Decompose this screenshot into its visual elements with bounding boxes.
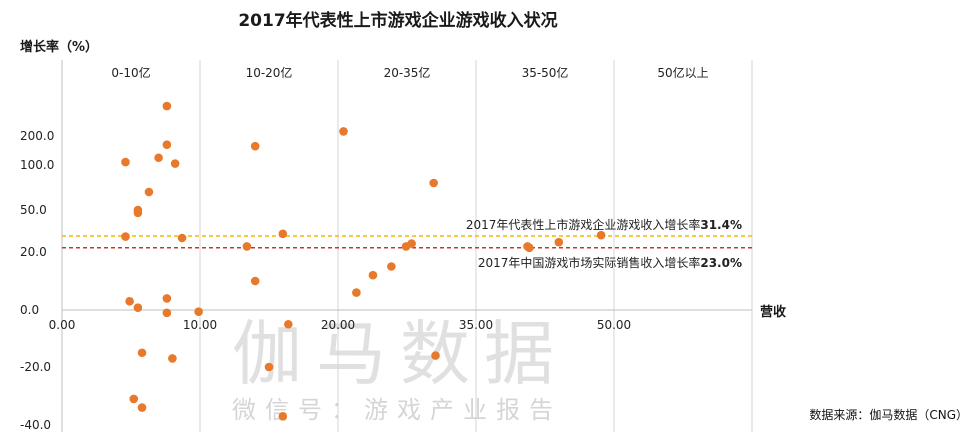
chart-title: 2017年代表性上市游戏企业游戏收入状况 [238, 10, 557, 31]
data-point [125, 297, 134, 306]
data-point [407, 239, 416, 248]
band-label: 20-35亿 [384, 65, 431, 80]
data-point [264, 362, 274, 372]
data-point [284, 319, 293, 329]
data-point [162, 140, 172, 149]
x-tick-label: 10.00 [183, 318, 217, 332]
x-tick-label: 50.00 [597, 318, 631, 332]
y-tick-labels: 200.0 100.0 50.0 20.0 0.0 -20.0 -40.0 [20, 129, 54, 432]
band-label: 35-50亿 [522, 65, 569, 80]
band-dividers [199, 60, 753, 432]
data-point [129, 394, 139, 404]
data-point [250, 141, 260, 151]
y-tick-label: 20.0 [20, 245, 47, 259]
y-tick-label: 100.0 [20, 158, 54, 172]
data-point [177, 233, 187, 243]
y-axis-title: 增长率（%） [20, 39, 98, 55]
data-point [596, 230, 606, 240]
data-point [162, 294, 172, 303]
x-axis-title: 营收 [760, 304, 787, 320]
data-point [250, 276, 260, 286]
data-point [278, 412, 288, 421]
data-point [352, 288, 361, 297]
data-point [554, 237, 564, 247]
data-point [121, 157, 130, 167]
y-tick-label: -20.0 [20, 360, 51, 374]
data-point [137, 403, 147, 412]
y-tick-label: 200.0 [20, 129, 54, 143]
data-point [137, 348, 147, 358]
data-point [162, 308, 172, 318]
y-tick-label: 50.0 [20, 203, 47, 217]
x-tick-label: 35.00 [459, 318, 493, 332]
data-point [525, 243, 534, 253]
data-point [278, 229, 288, 239]
data-point [170, 159, 180, 168]
data-point [387, 262, 396, 271]
band-label: 10-20亿 [246, 65, 293, 80]
data-point [429, 178, 438, 188]
data-point [339, 127, 348, 136]
data-point [133, 303, 143, 312]
data-point [162, 101, 172, 111]
x-tick-label: 0.00 [49, 318, 76, 332]
data-point [168, 354, 177, 363]
y-tick-label: -40.0 [20, 418, 51, 432]
band-labels: 0-10亿 10-20亿 20-35亿 35-50亿 50亿以上 [111, 65, 708, 80]
data-point [431, 351, 440, 360]
data-point [144, 187, 154, 197]
data-point [194, 307, 203, 317]
data-point [242, 242, 252, 251]
reference-line-label: 2017年代表性上市游戏企业游戏收入增长率31.4% [466, 217, 742, 232]
data-point [121, 232, 130, 241]
reference-line-label: 2017年中国游戏市场实际销售收入增长率23.0% [478, 255, 742, 270]
y-tick-label: 0.0 [20, 303, 39, 317]
data-point [133, 208, 143, 218]
band-label: 50亿以上 [657, 65, 708, 80]
source-note: 数据来源：伽马数据（CNG） [809, 407, 968, 422]
band-label: 0-10亿 [111, 65, 150, 80]
data-point [154, 153, 163, 163]
x-tick-label: 20.00 [321, 318, 355, 332]
data-point [368, 270, 378, 280]
data-points [121, 101, 606, 421]
x-tick-labels: 0.00 10.00 20.00 35.00 50.00 [49, 318, 632, 332]
watermark-main: 伽马数据 [232, 313, 568, 395]
